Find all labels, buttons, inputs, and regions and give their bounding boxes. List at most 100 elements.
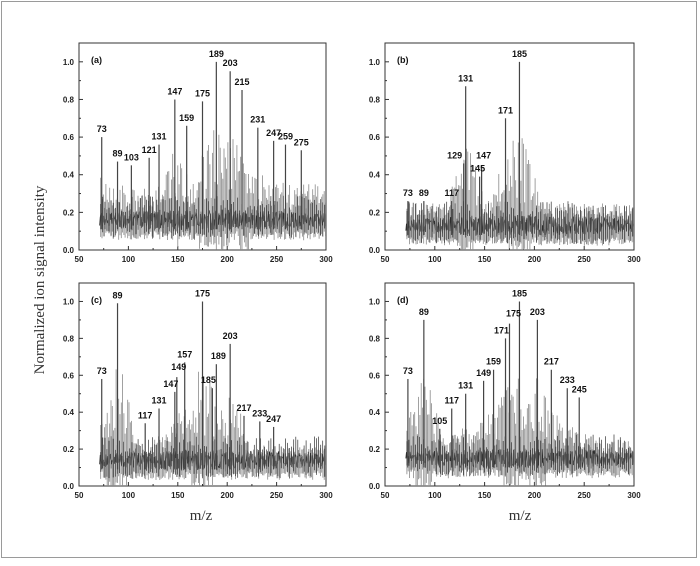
y-tick-label: 0.8	[369, 95, 381, 104]
y-tick-label: 0.0	[63, 246, 75, 255]
spectrum-trace	[405, 61, 634, 250]
peak-label: 73	[403, 366, 413, 376]
x-tick-label: 200	[528, 255, 542, 264]
peak-label: 149	[171, 362, 186, 372]
peak-label: 73	[97, 366, 107, 376]
y-tick-label: 0.0	[369, 246, 381, 255]
peak-label: 189	[209, 49, 224, 59]
peak-label: 171	[494, 325, 509, 335]
peak-label: 175	[506, 309, 521, 319]
peak-label: 131	[458, 73, 473, 83]
x-tick-label: 50	[75, 491, 84, 500]
y-tick-label: 0.8	[63, 95, 75, 104]
x-tick-label: 100	[122, 255, 136, 264]
peak-label: 233	[560, 375, 575, 385]
peak-label: 73	[97, 124, 107, 134]
peak-label: 89	[419, 307, 429, 317]
x-tick-label: 300	[627, 255, 641, 264]
peak-label: 103	[124, 152, 139, 162]
x-tick-label: 200	[528, 491, 542, 500]
peak-label: 175	[195, 288, 210, 298]
x-tick-label: 50	[75, 255, 84, 264]
peak-label: 259	[278, 132, 293, 142]
y-tick-label: 0.8	[369, 334, 381, 343]
peak-label: 175	[195, 88, 210, 98]
x-tick-label: 300	[319, 491, 333, 500]
y-tick-label: 1.0	[369, 58, 381, 67]
peak-label: 117	[444, 395, 459, 405]
x-tick-label: 150	[478, 255, 492, 264]
x-tick-label: 300	[627, 491, 641, 500]
peak-label: 89	[113, 290, 123, 300]
x-tick-label: 100	[428, 255, 442, 264]
y-tick-label: 0.4	[369, 408, 381, 417]
peak-label: 159	[486, 357, 501, 367]
y-tick-label: 0.6	[63, 371, 75, 380]
x-tick-label: 250	[270, 491, 284, 500]
y-tick-label: 0.2	[63, 208, 75, 217]
y-tick-label: 1.0	[63, 297, 75, 306]
peak-label: 89	[419, 188, 429, 198]
x-tick-label: 100	[122, 491, 136, 500]
peak-label: 247	[266, 414, 281, 424]
peak-label: 203	[223, 331, 238, 341]
x-axis-label-left: m/z	[190, 508, 213, 524]
x-tick-label: 150	[171, 255, 185, 264]
x-tick-label: 300	[319, 255, 333, 264]
y-tick-label: 0.6	[369, 133, 381, 142]
peak-label: 185	[512, 288, 527, 298]
peak-label: 147	[163, 379, 178, 389]
peak-label: 233	[252, 408, 267, 418]
x-tick-label: 200	[221, 491, 235, 500]
x-tick-label: 200	[221, 255, 235, 264]
y-tick-label: 0.0	[369, 482, 381, 491]
spectrum-panel: 50 100 150 200 250 300 0.0 0.2 0.4 0.6 0.8 1.0 (c) 73…	[63, 282, 333, 500]
x-tick-label: 250	[578, 491, 592, 500]
peak-label: 117	[444, 188, 459, 198]
x-tick-label: 150	[478, 491, 492, 500]
peak-label: 89	[113, 149, 123, 159]
y-tick-label: 0.2	[369, 445, 381, 454]
peak-label: 131	[458, 381, 473, 391]
x-tick-label: 50	[381, 255, 390, 264]
peak-label: 147	[167, 86, 182, 96]
spectrum-trace	[99, 301, 326, 486]
spectrum-panel: 50 100 150 200 250 300 0.0 0.2 0.4 0.6 0.8 1.0 (b) 73…	[369, 42, 641, 264]
y-tick-label: 0.4	[369, 171, 381, 180]
peak-label: 189	[211, 351, 226, 361]
x-tick-label: 50	[381, 491, 390, 500]
peak-label: 185	[201, 375, 216, 385]
peak-label: 157	[177, 349, 192, 359]
spectrum-trace	[405, 301, 634, 486]
x-tick-label: 150	[171, 491, 185, 500]
x-axis-label-right: m/z	[509, 508, 532, 524]
peak-label: 159	[179, 113, 194, 123]
peak-label: 203	[223, 58, 238, 68]
peak-label: 121	[142, 145, 157, 155]
x-tick-label: 250	[270, 255, 284, 264]
y-tick-label: 1.0	[63, 58, 75, 67]
peak-label: 231	[250, 115, 265, 125]
peak-label: 129	[447, 150, 462, 160]
peak-label: 131	[152, 395, 167, 405]
peak-label: 217	[544, 357, 559, 367]
panel-label: (c)	[91, 295, 102, 305]
peak-label: 171	[498, 105, 513, 115]
peak-label: 145	[470, 164, 485, 174]
panel-label: (a)	[91, 55, 102, 65]
y-tick-label: 0.0	[63, 482, 75, 491]
y-tick-label: 0.6	[369, 371, 381, 380]
figure-border	[1, 1, 697, 558]
y-tick-label: 1.0	[369, 297, 381, 306]
peak-label: 131	[152, 132, 167, 142]
spectrum-panel: 50 100 150 200 250 300 0.0 0.2 0.4 0.6 0.8 1.0 (d) 73…	[369, 282, 641, 500]
peak-label: 147	[476, 150, 491, 160]
y-tick-label: 0.2	[369, 208, 381, 217]
y-tick-label: 0.4	[63, 171, 75, 180]
spectrum-panel: 50 100 150 200 250 300 0.0 0.2 0.4 0.6 0.8 1.0 (a) 73…	[63, 42, 333, 264]
peak-label: 105	[432, 416, 447, 426]
peak-label: 73	[403, 188, 413, 198]
peak-label: 149	[476, 368, 491, 378]
